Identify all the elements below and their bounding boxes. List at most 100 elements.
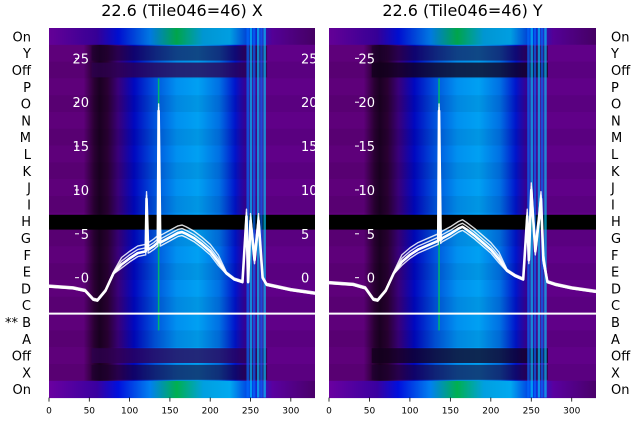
row-label-left: K [22,165,31,180]
row-label-left: Off [12,350,32,365]
row-label-left: G [21,232,31,247]
row-label-left: D [21,282,31,297]
heatmap-row-shade [329,330,596,348]
xtick-label: 0 [326,407,332,417]
row-label-right: M [611,131,622,146]
row-label-right: C [611,299,620,314]
row-label-right: I [611,198,615,213]
heatmap-row-shade [49,330,315,348]
heatmap-streak [256,28,260,398]
overlay-ytick-label-right: 25 [301,52,318,67]
row-label-left: C [22,299,31,314]
heatmap-row-shade [49,162,315,180]
row-label-left: X [22,366,31,381]
overlay-ytick-label: 25 [358,52,375,67]
profile-curve [48,103,316,300]
row-label-right: O [611,98,621,113]
row-label-left: Y [22,47,31,62]
xtick-label: 50 [364,407,376,417]
heatmap-row [329,78,596,96]
heatmap-streak [260,28,263,398]
row-label-left: L [24,148,32,163]
chart-title: 22.6 (Tile046=46) Y [382,1,543,20]
heatmap-off-band [371,62,548,78]
row-label-left: J [26,182,31,197]
overlay-ytick-label: 15 [358,140,375,155]
overlay-ytick-label: 15 [72,140,89,155]
row-label-left: M [20,131,31,146]
row-label-right: G [611,232,621,247]
row-label-left: On [13,30,31,45]
heatmap-row [329,112,596,130]
chart-title: 22.6 (Tile046=46) X [101,1,263,20]
row-label-right: K [611,165,620,180]
row-label-left: O [21,98,31,113]
row-label-right: On [611,383,629,398]
heatmap-row-shade [329,296,596,314]
heatmap-streak [263,28,266,398]
heatmap-row [329,380,596,399]
row-label-left: H [21,215,31,230]
overlay-ytick-label: 0 [81,272,89,287]
overlay-ytick-label: 5 [367,228,375,243]
heatmap-row-shade [329,28,596,45]
xtick-label: 150 [161,407,178,417]
overlay-ytick-label: 0 [367,272,375,287]
row-label-left: F [24,249,31,264]
profile-curve [328,103,597,300]
heatmap-row-shade [49,28,315,45]
row-label-right: Off [611,350,631,365]
overlay-ytick-label: 5 [81,228,89,243]
row-label-right: P [611,81,619,96]
row-label-right: Y [610,47,619,62]
heatmap-row [49,112,315,130]
xtick-label: 100 [401,407,418,417]
overlay-ytick-label: 10 [72,184,89,199]
heatmap-off-band [91,365,268,380]
row-label-right: A [611,333,620,348]
heatmap-streak [249,28,253,398]
heatmap-off-band [371,348,548,363]
row-label-right: L [611,148,619,163]
row-label-left: E [23,266,31,281]
row-label-right: Off [611,64,631,79]
row-label-right: H [611,215,621,230]
row-label-right: F [611,249,618,264]
overlay-ytick-label: 20 [358,96,375,111]
overlay-ytick-label-right: 10 [301,184,318,199]
row-label-left: Off [12,64,32,79]
overlay-ytick-label-right: 20 [301,96,318,111]
xtick-label: 200 [202,407,219,417]
row-label-left: ** B [5,316,31,331]
row-label-right: N [611,114,621,129]
overlay-ytick-label: 20 [72,96,89,111]
xtick-label: 250 [523,407,540,417]
row-label-left: I [27,198,31,213]
row-label-left: On [13,383,31,398]
heatmap-row [49,246,315,264]
row-label-right: X [611,366,620,381]
heatmap-row [49,313,315,331]
xtick-label: 0 [46,407,52,417]
overlay-ytick-label: 10 [358,184,375,199]
xtick-label: 100 [121,407,138,417]
heatmap-row [329,313,596,331]
row-label-left: P [23,81,31,96]
heatmap-off-band [371,45,548,61]
heatmap-off-band [91,62,268,78]
heatmap-row [329,246,596,264]
heatmap-streak [527,28,530,398]
xtick-label: 300 [563,407,580,417]
xtick-label: 300 [282,407,299,417]
profile-curve [48,113,316,302]
heatmap-row-shade [329,162,596,180]
row-label-right: D [611,282,621,297]
profile-curve [328,113,597,302]
heatmap-row-shade [49,296,315,314]
heatmap-row [49,380,315,399]
heatmap-off-band [91,348,268,363]
xtick-label: 200 [482,407,499,417]
